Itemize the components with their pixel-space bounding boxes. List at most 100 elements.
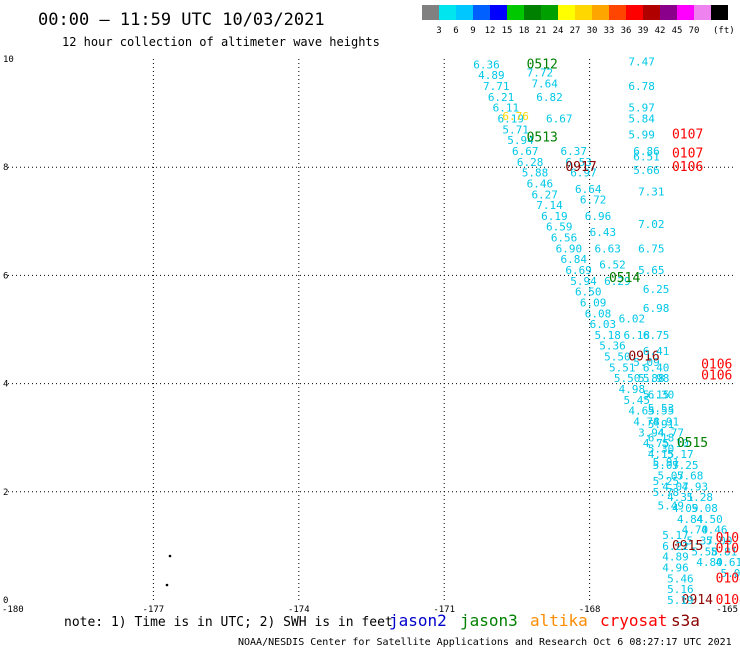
wave-height-label: 7.02 xyxy=(638,218,665,231)
wave-height-label: 6.19 xyxy=(541,210,568,223)
colorbar-swatch xyxy=(422,5,439,20)
wave-height-label: 5.37 xyxy=(687,534,714,547)
wave-height-label: 4.91 xyxy=(653,415,680,428)
wave-height-label: 5.98 xyxy=(643,372,670,385)
wave-height-label: 5.91 xyxy=(648,418,675,431)
wave-height-label: 5.15 xyxy=(643,388,670,401)
wave-height-label: 4.61 xyxy=(716,556,740,569)
wave-height-label: 6.19 xyxy=(498,113,524,126)
chart-subtitle: 12 hour collection of altimeter wave hei… xyxy=(62,35,380,49)
colorbar-tick: 21 xyxy=(536,26,547,36)
wave-height-label: 6.82 xyxy=(536,91,563,104)
wave-height-label: 5.97 xyxy=(628,102,655,115)
pass-time-label: 0107 xyxy=(672,147,703,162)
wave-height-label: 5.65 xyxy=(638,264,665,277)
wave-height-label: 6.52 xyxy=(599,259,626,272)
wave-height-label: 6.67 xyxy=(512,145,539,158)
wave-height-label: 5.45 xyxy=(624,394,651,407)
wave-height-label: 6.36 xyxy=(473,58,500,71)
wave-height-label: 5.50 xyxy=(614,372,641,385)
wave-height-label: 7.72 xyxy=(527,67,554,80)
wave-height-label: 6.64 xyxy=(575,183,602,196)
colorbar-tick: 45 xyxy=(672,26,683,36)
pass-time-label: 0914 xyxy=(682,593,713,608)
wave-height-label: 5.25 xyxy=(653,475,680,488)
pass-time-label: 0916 xyxy=(628,350,659,365)
wave-height-label: 6.53 xyxy=(565,156,592,169)
pass-time-label: 0512 xyxy=(527,57,558,72)
wave-height-label: 5.94 xyxy=(507,134,534,147)
colorbar-swatch xyxy=(473,5,490,20)
wave-height-label: 6.43 xyxy=(590,226,617,239)
wave-height-label: 4.15 xyxy=(648,448,675,461)
pass-time-label: 0106 xyxy=(672,160,703,175)
colorbar-swatch xyxy=(626,5,643,20)
colorbar-swatch xyxy=(609,5,626,20)
wave-height-label: 6.40 xyxy=(643,361,670,374)
colorbar-swatch xyxy=(524,5,541,20)
wave-height-label: 6.51 xyxy=(633,150,660,163)
wave-height-labels: 6.364.897.716.216.116.195.715.946.676.28… xyxy=(473,56,740,608)
wave-height-label: 7.47 xyxy=(628,56,655,69)
wave-height-label: 5.19 xyxy=(667,594,694,607)
wave-height-label: 4.07 xyxy=(662,480,689,493)
wave-height-label: 4.31 xyxy=(667,491,694,504)
wave-height-label: 5.17 xyxy=(667,448,694,461)
wave-height-label: 5.81 xyxy=(711,545,738,558)
wave-height-label: 6.03 xyxy=(590,318,617,331)
legend-cryosat: cryosat xyxy=(600,611,667,630)
wave-height-label: 6.78 xyxy=(628,80,655,93)
wave-height-label: 6.02 xyxy=(619,313,646,326)
wave-height-label: 5.25 xyxy=(672,459,699,472)
wave-height-label: 4.46 xyxy=(701,524,728,537)
wave-height-label: 5.28 xyxy=(687,491,714,504)
marker-dot xyxy=(168,554,172,558)
wave-height-label: 5.49 xyxy=(657,499,684,512)
wave-height-label: 6.08 xyxy=(585,307,612,320)
wave-height-label: 6.63 xyxy=(594,242,621,255)
wave-height-label: 5.36 xyxy=(599,340,626,353)
colorbar-swatch xyxy=(660,5,677,20)
wave-height-label: 6.28 xyxy=(517,156,544,169)
colorbar-tick: 6 xyxy=(453,26,458,36)
wave-height-label: 4.77 xyxy=(657,426,684,439)
wave-height-label: 6.09 xyxy=(580,296,607,309)
colorbar-swatch xyxy=(456,5,473,20)
wave-height-label: 6.41 xyxy=(643,345,670,358)
wave-height-label: 7.31 xyxy=(638,186,665,199)
pass-time-label: 0514 xyxy=(609,271,640,286)
legend-s3a: s3a xyxy=(671,611,700,630)
wave-height-label: 4.70 xyxy=(682,524,709,537)
y-tick-label: 0 xyxy=(3,596,8,606)
y-tick-label: 4 xyxy=(3,380,8,390)
wave-height-label: 5.10 xyxy=(662,437,689,450)
wave-height-label: 5.09 xyxy=(633,356,660,369)
colorbar-swatch xyxy=(575,5,592,20)
wave-height-label: 5.51 xyxy=(609,361,636,374)
wave-height-label: 6.86 xyxy=(633,145,660,158)
wave-height-label: 5.84 xyxy=(628,113,655,126)
wave-height-label: 4.84 xyxy=(677,513,704,526)
pass-time-label: 0515 xyxy=(677,436,708,451)
wave-height-label: 4.96 xyxy=(662,562,689,575)
colorbar-swatch xyxy=(677,5,694,20)
colorbar-tick: 70 xyxy=(689,26,700,36)
wave-height-label: 6.18 xyxy=(624,329,651,342)
wave-height-label: 5.17 xyxy=(662,529,689,542)
wave-height-label: 6.90 xyxy=(556,242,583,255)
wave-height-label: 6.37 xyxy=(561,145,588,158)
colorbar-swatch xyxy=(558,5,575,20)
wave-height-label: 6.11 xyxy=(493,102,519,115)
y-axis-ticks: 0 2 4 6 8 10 xyxy=(3,55,14,606)
y-tick-label: 2 xyxy=(3,488,8,498)
legend-jason2: jason2 xyxy=(389,611,447,630)
wave-height-label: 6.97 xyxy=(570,167,597,180)
pass-time-label: 0105 xyxy=(716,542,740,557)
y-tick-label: 6 xyxy=(3,271,8,281)
wave-height-label: 6.59 xyxy=(546,221,573,234)
wave-height-label: 5.94 xyxy=(570,275,597,288)
wave-height-label: 5.08 xyxy=(691,502,718,515)
wave-height-label: 7.64 xyxy=(531,77,558,90)
colorbar-swatch xyxy=(643,5,660,20)
